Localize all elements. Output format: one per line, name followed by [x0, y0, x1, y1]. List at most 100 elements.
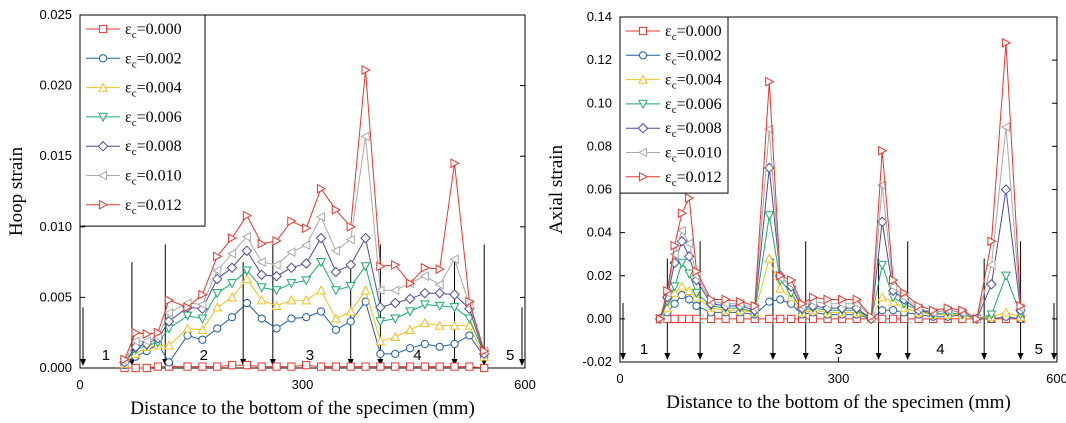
data-point — [450, 362, 459, 371]
region-label: 4 — [413, 347, 421, 364]
legend-marker — [638, 26, 648, 36]
data-point — [197, 314, 208, 324]
data-point — [213, 251, 223, 262]
data-point — [390, 331, 401, 342]
data-point — [663, 285, 673, 296]
data-point — [721, 294, 731, 305]
data-point — [480, 363, 489, 373]
region-divider-arrow — [769, 353, 776, 360]
legend-box — [619, 16, 729, 194]
data-point — [765, 314, 774, 323]
data-point — [330, 313, 341, 323]
data-point — [914, 301, 924, 311]
region-divider-arrow — [981, 353, 988, 360]
data-point — [878, 314, 887, 323]
data-point — [164, 358, 174, 367]
data-point — [685, 193, 695, 204]
data-point — [823, 294, 833, 305]
data-point — [375, 336, 386, 346]
data-point — [899, 288, 910, 298]
data-point — [360, 262, 371, 272]
legend-marker — [98, 82, 108, 92]
region-label: 3 — [834, 341, 842, 358]
x-tick-label: 0 — [76, 377, 83, 392]
data-point — [376, 362, 385, 371]
x-tick-label: 0 — [616, 371, 623, 386]
x-tick-label: 300 — [828, 371, 850, 386]
data-point — [434, 320, 445, 330]
data-point — [449, 289, 460, 300]
data-point — [391, 349, 400, 358]
y-tick-label: 0.025 — [39, 7, 72, 22]
data-point — [877, 260, 888, 271]
region-divider-arrow — [1051, 353, 1057, 360]
y-tick-label: 0.10 — [587, 95, 612, 110]
data-point — [345, 282, 356, 292]
region-label: 2 — [732, 341, 740, 358]
data-point — [685, 295, 694, 304]
data-point — [286, 262, 297, 274]
legend-marker — [637, 147, 648, 158]
data-point — [315, 211, 326, 222]
data-point — [776, 270, 786, 281]
region-divider-arrow — [875, 353, 882, 360]
data-point — [450, 339, 459, 349]
data-point — [877, 180, 887, 191]
legend-marker — [98, 24, 108, 34]
data-point — [887, 281, 898, 292]
data-point — [867, 311, 877, 322]
data-point — [669, 249, 679, 260]
data-point — [361, 362, 370, 371]
data-point — [331, 362, 340, 371]
data-point — [241, 245, 253, 257]
y-tick-label: 0.06 — [587, 182, 612, 197]
data-point — [183, 302, 193, 313]
region-divider-arrow — [519, 359, 525, 366]
data-point — [420, 362, 429, 371]
data-point — [197, 324, 208, 334]
data-point — [1001, 307, 1011, 317]
legend-entry: εc=0.006 — [125, 109, 182, 129]
data-point — [316, 183, 327, 194]
legend-entry: εc=0.006 — [665, 96, 722, 116]
data-point — [287, 216, 297, 227]
data-point — [241, 231, 251, 242]
data-point — [764, 124, 774, 135]
region-divider-arrow — [80, 359, 86, 366]
data-point — [684, 285, 695, 295]
data-point — [271, 300, 282, 310]
data-point — [764, 211, 775, 221]
data-point — [315, 232, 327, 244]
legend-marker — [98, 54, 108, 63]
data-point — [434, 301, 445, 312]
data-point — [691, 288, 702, 299]
region-divider-arrow — [697, 353, 704, 360]
data-point — [419, 300, 430, 310]
data-point — [141, 336, 151, 347]
data-point — [286, 295, 297, 305]
data-point — [764, 253, 775, 263]
data-point — [450, 158, 460, 169]
data-point — [692, 266, 702, 277]
data-point — [227, 279, 237, 289]
data-point — [435, 264, 445, 275]
chart-2: -0.02 0.00 0.02 0.04 0.06 0.08 0.10 0.12 0.14 0 30… — [546, 9, 1066, 413]
data-point — [776, 295, 785, 304]
y-tick-label: 0.12 — [587, 52, 612, 67]
data-point — [227, 313, 237, 322]
data-point — [670, 240, 680, 251]
data-point — [706, 294, 717, 305]
data-point — [345, 234, 355, 245]
data-point — [808, 292, 819, 303]
region-divider-arrow — [664, 353, 671, 360]
data-point — [405, 344, 415, 353]
legend: εc=0.000 εc=0.002 εc=0.004 εc=0.006 εc=0.008… — [79, 14, 206, 227]
data-point — [677, 208, 688, 219]
data-point — [286, 247, 296, 258]
data-point — [257, 362, 266, 371]
data-point — [142, 329, 152, 340]
data-point — [286, 279, 297, 289]
series-line — [124, 300, 485, 366]
data-point — [301, 276, 312, 286]
